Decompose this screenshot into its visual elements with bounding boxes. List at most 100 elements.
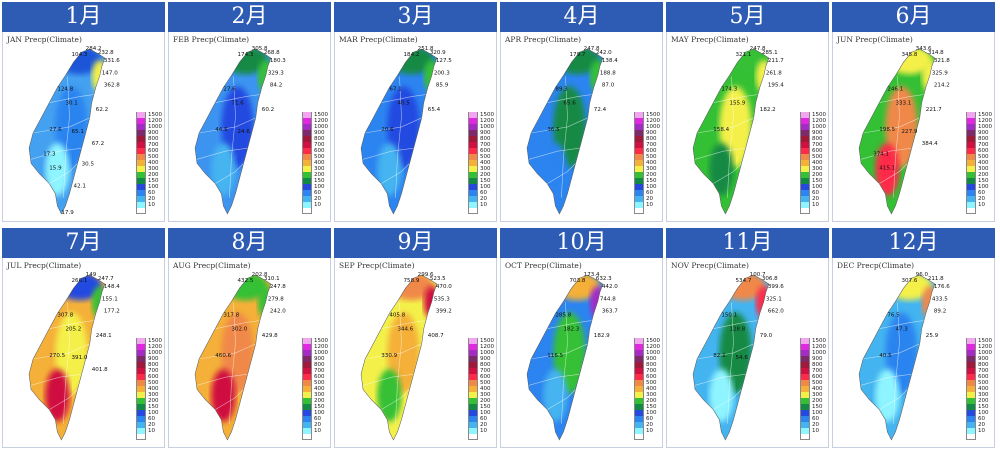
legend-swatch — [966, 166, 976, 172]
station-value: 384.4 — [922, 141, 938, 147]
legend-label: 600 — [480, 374, 491, 380]
month-header: 10月 — [500, 228, 663, 258]
legend-label: 1200 — [314, 118, 328, 124]
county-boundary — [215, 163, 244, 184]
legend-swatch — [966, 434, 976, 440]
station-value: 279.8 — [268, 296, 284, 302]
legend-label: 600 — [148, 374, 159, 380]
legend-label: 500 — [148, 380, 159, 386]
legend-swatch — [800, 154, 810, 160]
legend-label: 600 — [314, 148, 325, 154]
legend-swatch — [966, 196, 976, 202]
county-boundary — [694, 373, 746, 386]
station-value: 221.7 — [926, 107, 942, 113]
station-value: 177.2 — [104, 308, 120, 314]
legend-label: 150 — [148, 178, 159, 184]
legend-label: 20 — [812, 422, 819, 428]
legend-label: 500 — [812, 154, 823, 160]
legend-label: 100 — [148, 184, 159, 190]
station-value: 374.1 — [873, 151, 889, 157]
legend-label: 600 — [812, 148, 823, 154]
legend-label: 20 — [480, 422, 487, 428]
station-value: 399.2 — [436, 308, 452, 314]
legend-swatch — [966, 208, 976, 214]
legend-label: 900 — [314, 356, 325, 362]
legend-swatch — [800, 130, 810, 136]
station-value: 306.8 — [762, 276, 778, 282]
legend-label: 500 — [480, 154, 491, 160]
legend-swatch — [800, 160, 810, 166]
legend-label: 60 — [480, 416, 487, 422]
coastline — [692, 274, 770, 441]
legend-swatch — [966, 136, 976, 142]
legend-swatch — [136, 404, 146, 410]
color-legend: 1500 1200 1000 900 800 700 600 500 400 300 200 150 1… — [634, 338, 662, 440]
station-value: 15.9 — [49, 165, 62, 171]
county-boundary — [879, 94, 924, 103]
station-value: 405.8 — [389, 313, 405, 319]
legend-swatch — [136, 190, 146, 196]
legend-swatch — [800, 404, 810, 410]
station-value: 363.7 — [602, 308, 618, 314]
station-value: 195.4 — [768, 82, 784, 88]
legend-swatch — [800, 422, 810, 428]
legend-swatch — [800, 208, 810, 214]
legend-swatch — [800, 428, 810, 434]
legend-label: 600 — [978, 374, 989, 380]
station-value: 149 — [86, 272, 97, 278]
station-value: 401.8 — [92, 367, 108, 373]
legend-swatch — [468, 410, 478, 416]
legend-swatch — [468, 350, 478, 356]
station-value: 174.3 — [721, 87, 737, 93]
legend-label: 1000 — [978, 350, 992, 356]
legend-label: 800 — [314, 136, 325, 142]
legend-label: 10 — [148, 428, 155, 434]
station-value: 44.5 — [215, 127, 228, 133]
map-panel: NOV Precp(Climate) 534.7 100.7 306.8 399.6 32… — [666, 258, 829, 448]
county-boundary — [215, 320, 260, 329]
legend-swatch — [966, 422, 976, 428]
legend-label: 100 — [978, 184, 989, 190]
county-boundary — [547, 94, 592, 103]
legend-label: 300 — [812, 166, 823, 172]
legend-label: 600 — [978, 148, 989, 154]
legend-swatch — [302, 410, 312, 416]
legend-swatch — [634, 428, 644, 434]
station-value: 317.8 — [223, 313, 239, 319]
month-panel-6: 6月 JUN Precp(Climate) 345.8 343.6 314.8 321.8… — [832, 2, 995, 222]
station-value: 87.0 — [602, 82, 615, 88]
legend-label: 600 — [646, 148, 657, 154]
month-header: 1月 — [2, 2, 165, 32]
legend-label: 1500 — [646, 338, 660, 344]
legend-label: 700 — [480, 368, 491, 374]
legend-label: 1500 — [978, 338, 992, 344]
legend-swatch — [302, 190, 312, 196]
legend-swatch — [966, 428, 976, 434]
county-boundary — [694, 147, 746, 160]
legend-label: 10 — [812, 428, 819, 434]
station-value: 268.8 — [264, 50, 280, 56]
legend-label: 1200 — [646, 118, 660, 124]
legend-swatch — [136, 148, 146, 154]
legend-label: 20 — [148, 422, 155, 428]
legend-swatch — [302, 338, 312, 344]
legend-swatch — [302, 362, 312, 368]
legend-swatch — [800, 178, 810, 184]
legend-label: 1200 — [978, 118, 992, 124]
legend-swatch — [800, 434, 810, 440]
legend-swatch — [634, 142, 644, 148]
county-boundary — [893, 302, 900, 424]
station-value: 211.7 — [768, 58, 784, 64]
legend-swatch — [966, 190, 976, 196]
legend-label: 400 — [812, 160, 823, 166]
legend-label: 1500 — [812, 112, 826, 118]
station-value: 47.3 — [895, 327, 908, 333]
legend-label: 800 — [646, 362, 657, 368]
legend-swatch — [136, 398, 146, 404]
legend-swatch — [468, 160, 478, 166]
legend-swatch — [468, 344, 478, 350]
county-boundary — [362, 147, 414, 160]
station-value: 174.3 — [238, 52, 254, 58]
legend-swatch — [634, 130, 644, 136]
